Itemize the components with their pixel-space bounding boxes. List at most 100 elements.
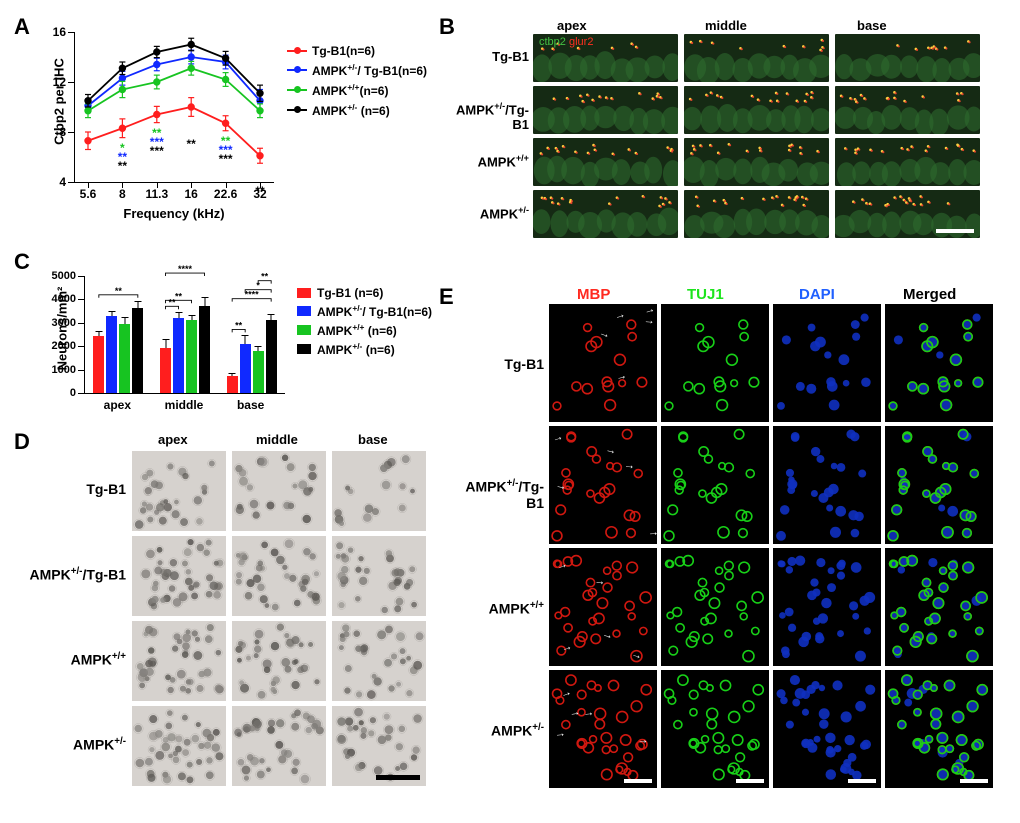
panelA-ytick-label: 12 — [34, 75, 66, 89]
scalebar-icon — [936, 229, 974, 233]
panel-B-grid: apexmiddlebaseTg-B1AMPK+/-/Tg-B1AMPK+/+A… — [449, 14, 1004, 254]
svg-text:****: **** — [178, 264, 193, 274]
panelD-cell — [232, 536, 326, 616]
panelE-cell — [885, 670, 993, 788]
panelE-cell: →→→→→ — [549, 304, 657, 422]
panelD-cell — [332, 706, 426, 786]
panelE-cell — [773, 304, 881, 422]
panelB-col-label: middle — [705, 18, 747, 33]
panelC-significance: ** — [85, 276, 285, 393]
panelE-row-label: AMPK+/-/Tg-B1 — [449, 478, 544, 511]
svg-text:→: → — [648, 526, 657, 538]
panelE-cell — [885, 548, 993, 666]
panelA-significance: *** — [219, 155, 233, 164]
panelE-cell: →→→→→ — [549, 548, 657, 666]
panelD-cell — [132, 706, 226, 786]
panelB-row-label: AMPK+/-/Tg-B1 — [449, 101, 529, 132]
panelA-xtick-label: 8 — [119, 187, 126, 201]
panelB-row-label: AMPK+/+ — [449, 153, 529, 169]
panelC-ytick-label: 3000 — [36, 317, 76, 329]
panelB-row-label: Tg-B1 — [449, 49, 529, 64]
panelC-legend: Tg-B1 (n=6) AMPK+/-/ Tg-B1(n=6) AMPK+/+ (n… — [297, 286, 432, 360]
panelA-legend: Tg-B1(n=6)AMPK+/-/ Tg-B1(n=6)AMPK+/+(n=6… — [287, 44, 427, 122]
panel-A-linechart: Ctbp2 per IHC Frequency (kHz) Tg-B1(n=6)… — [24, 14, 444, 219]
panelB-cell — [684, 86, 829, 134]
panelA-xtick-label: 11.3 — [145, 187, 168, 201]
svg-text:→: → — [594, 575, 606, 588]
panel-C-barchart: Neurons/mm² ******************* Tg-B1 (n… — [24, 251, 444, 426]
panelB-cell — [835, 86, 980, 134]
panelC-legend-item: Tg-B1 (n=6) — [297, 286, 432, 300]
panelE-row-label: AMPK+/+ — [449, 600, 544, 617]
panelE-cell — [885, 304, 993, 422]
panelD-cell — [332, 621, 426, 701]
panelA-xtick-label: 22.6 — [214, 187, 237, 201]
panelA-legend-item: AMPK+/-/ Tg-B1(n=6) — [287, 62, 427, 78]
panelE-col-label: TUJ1 — [687, 286, 724, 303]
panelC-ytick-label: 2000 — [36, 340, 76, 352]
panelB-cell — [533, 138, 678, 186]
panelD-col-label: apex — [158, 432, 188, 447]
panelD-cell — [132, 536, 226, 616]
svg-text:**: ** — [261, 272, 269, 282]
panelC-legend-item: AMPK+/-/ Tg-B1(n=6) — [297, 303, 432, 319]
scalebar-icon — [736, 779, 764, 783]
panelD-col-label: base — [358, 432, 388, 447]
panelD-cell — [332, 451, 426, 531]
panelB-cell — [684, 138, 829, 186]
panelE-row-label: AMPK+/- — [449, 722, 544, 739]
panelE-row-label: Tg-B1 — [449, 356, 544, 372]
panelE-cell: →→→→→ — [549, 426, 657, 544]
panelA-lines-svg — [74, 32, 274, 182]
panelC-ytick-label: 0 — [36, 387, 76, 399]
scalebar-icon — [960, 779, 988, 783]
panelD-cell — [132, 451, 226, 531]
panelB-channel-label: ctbp2/glur2 — [539, 36, 998, 48]
panelB-cell — [684, 190, 829, 238]
panelE-cell — [661, 426, 769, 544]
panelC-group-label: apex — [104, 398, 131, 412]
panelE-cell — [661, 548, 769, 666]
panelA-x-axis-title: Frequency (kHz) — [74, 206, 274, 221]
svg-text:→: → — [568, 706, 581, 720]
panelE-cell — [885, 426, 993, 544]
panelA-ytick-label: 8 — [34, 125, 66, 139]
panelC-ytick-label: 1000 — [36, 364, 76, 376]
svg-text:→: → — [624, 459, 636, 472]
panel-D-grid: apexmiddlebaseTg-B1AMPK+/-/Tg-B1AMPK+/+A… — [24, 429, 444, 809]
panelB-col-label: base — [857, 18, 887, 33]
panelE-cell — [773, 548, 881, 666]
panelB-cell — [835, 138, 980, 186]
panelA-ytick-label: 4 — [34, 175, 66, 189]
panelD-row-label: AMPK+/- — [24, 736, 126, 753]
panelD-cell — [132, 621, 226, 701]
scalebar-icon — [624, 779, 652, 783]
panel-E-grid: →→→→→→→→→→→→→→→→→→→→ MBPTUJ1DAPIMergedTg… — [449, 284, 1004, 809]
panelA-significance: *** — [150, 147, 164, 156]
panelC-legend-item: AMPK+/- (n=6) — [297, 341, 432, 357]
panelA-legend-item: AMPK+/- (n=6) — [287, 102, 427, 118]
panelE-col-label: Merged — [903, 286, 956, 303]
panelE-cell — [773, 670, 881, 788]
panelD-row-label: Tg-B1 — [24, 481, 126, 497]
panelE-cell — [661, 304, 769, 422]
panelE-cell — [661, 670, 769, 788]
panelD-row-label: AMPK+/-/Tg-B1 — [24, 566, 126, 583]
panelD-col-label: middle — [256, 432, 298, 447]
svg-text:→: → — [637, 734, 649, 747]
panelA-ytick-label: 16 — [34, 25, 66, 39]
panelD-cell — [232, 621, 326, 701]
panelB-cell — [533, 86, 678, 134]
panelC-ytick-label: 5000 — [36, 270, 76, 282]
panelC-group-label: middle — [165, 398, 204, 412]
panelA-significance: ** — [187, 140, 196, 149]
panelC-ytick-label: 4000 — [36, 293, 76, 305]
panelE-col-label: DAPI — [799, 286, 835, 303]
panelC-legend-item: AMPK+/+ (n=6) — [297, 322, 432, 338]
panelE-cell — [773, 426, 881, 544]
panelA-significance: ** — [255, 187, 264, 196]
scalebar-icon — [848, 779, 876, 783]
panelA-xtick-label: 16 — [185, 187, 198, 201]
svg-text:→: → — [583, 706, 595, 719]
panelA-significance: ** — [118, 162, 127, 171]
